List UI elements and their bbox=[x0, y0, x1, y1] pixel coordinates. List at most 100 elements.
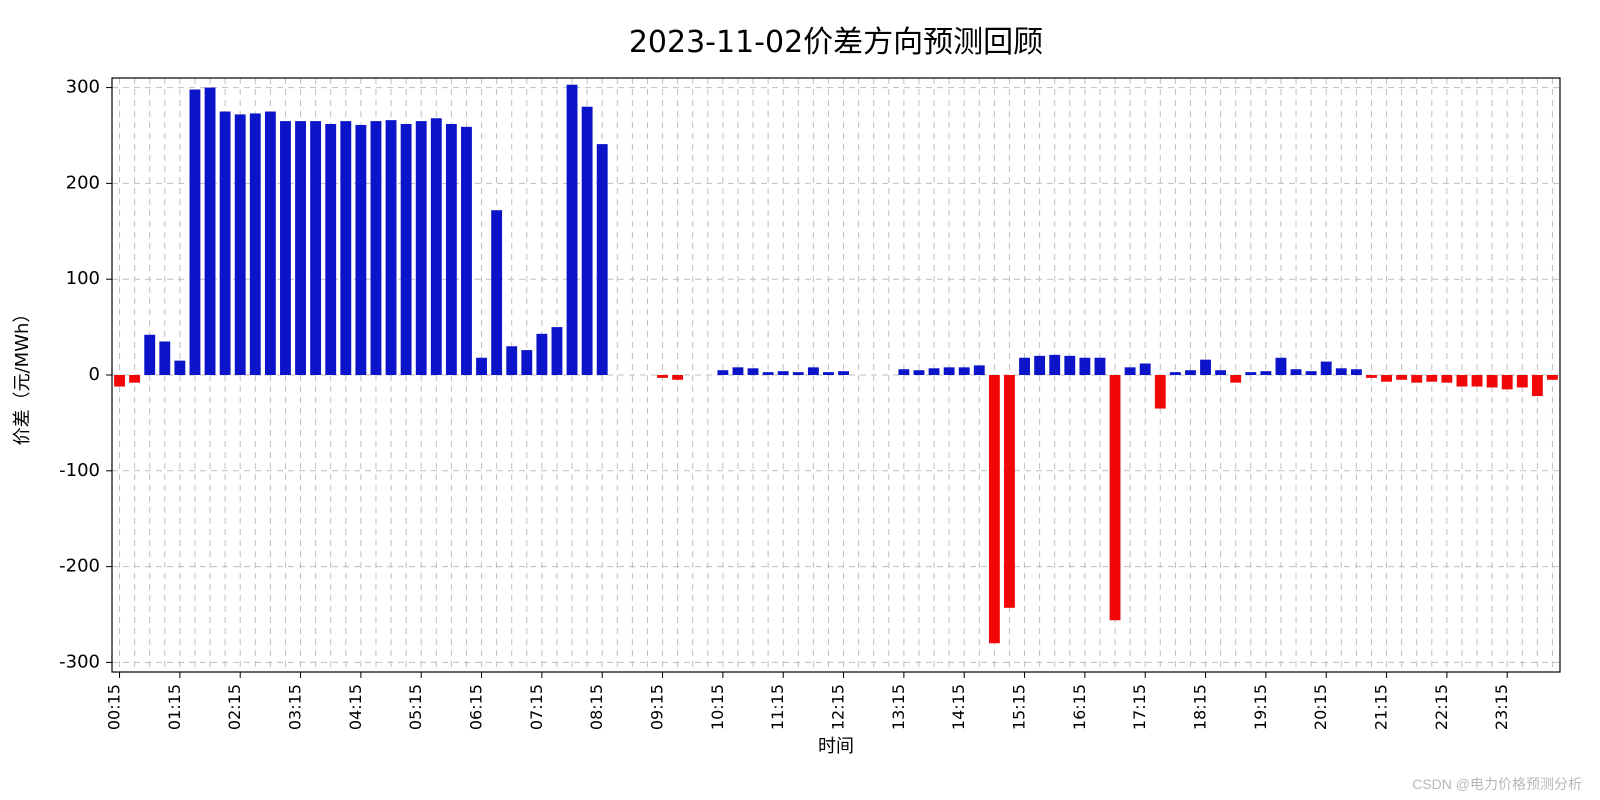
bar bbox=[733, 367, 744, 375]
bar bbox=[506, 346, 517, 375]
xtick-label: 11:15 bbox=[768, 684, 787, 730]
bar bbox=[959, 367, 970, 375]
xtick-label: 07:15 bbox=[527, 684, 546, 730]
bar bbox=[235, 114, 246, 375]
bar bbox=[325, 124, 336, 375]
bar bbox=[1457, 375, 1468, 387]
ytick-label: 300 bbox=[66, 77, 100, 98]
watermark-text: CSDN @电力价格预测分析 bbox=[1412, 774, 1582, 794]
bar bbox=[1276, 358, 1287, 375]
bar bbox=[431, 118, 442, 375]
bar bbox=[159, 341, 170, 375]
bar bbox=[898, 369, 909, 375]
bar bbox=[386, 120, 397, 375]
chart-container: -300-200-100010020030000:1501:1502:1503:… bbox=[0, 0, 1600, 800]
bar bbox=[1140, 364, 1151, 376]
xtick-label: 03:15 bbox=[286, 684, 305, 730]
bar bbox=[521, 350, 532, 375]
bar bbox=[371, 121, 382, 375]
bar bbox=[914, 370, 925, 375]
ytick-label: 100 bbox=[66, 268, 100, 289]
bar bbox=[1064, 356, 1075, 375]
bar bbox=[1291, 369, 1302, 375]
bar bbox=[1396, 375, 1407, 380]
bar bbox=[1441, 375, 1452, 383]
bar bbox=[536, 334, 547, 375]
xtick-label: 18:15 bbox=[1191, 684, 1210, 730]
xtick-label: 01:15 bbox=[165, 684, 184, 730]
bar bbox=[491, 210, 502, 375]
xtick-label: 22:15 bbox=[1432, 684, 1451, 730]
xtick-label: 06:15 bbox=[467, 684, 486, 730]
bar bbox=[748, 368, 759, 375]
bar bbox=[250, 113, 261, 375]
bar bbox=[220, 112, 231, 375]
bar bbox=[1411, 375, 1422, 383]
ytick-label: -300 bbox=[59, 651, 100, 672]
bar bbox=[1260, 371, 1271, 375]
bar bbox=[1185, 370, 1196, 375]
xtick-label: 00:15 bbox=[105, 684, 124, 730]
bar bbox=[461, 127, 472, 375]
x-axis-label: 时间 bbox=[818, 736, 854, 757]
bar bbox=[1170, 372, 1181, 375]
xtick-label: 15:15 bbox=[1010, 684, 1029, 730]
bar bbox=[657, 375, 668, 378]
bar bbox=[1049, 355, 1060, 375]
xtick-label: 23:15 bbox=[1492, 684, 1511, 730]
bar bbox=[1200, 360, 1211, 375]
bar bbox=[280, 121, 291, 375]
xtick-label: 20:15 bbox=[1311, 684, 1330, 730]
ytick-label: 200 bbox=[66, 172, 100, 193]
bar bbox=[1547, 375, 1558, 380]
ytick-label: -200 bbox=[59, 556, 100, 577]
bar bbox=[1381, 375, 1392, 382]
xtick-label: 17:15 bbox=[1130, 684, 1149, 730]
bar bbox=[1095, 358, 1106, 375]
bar bbox=[190, 90, 201, 376]
bar bbox=[1517, 375, 1528, 387]
bar bbox=[446, 124, 457, 375]
xtick-label: 16:15 bbox=[1070, 684, 1089, 730]
bar bbox=[174, 361, 185, 375]
bar bbox=[552, 327, 563, 375]
xtick-label: 02:15 bbox=[225, 684, 244, 730]
bar bbox=[567, 85, 578, 375]
bar bbox=[1155, 375, 1166, 409]
x-axis: 00:1501:1502:1503:1504:1505:1506:1507:15… bbox=[105, 672, 1512, 730]
bar bbox=[1351, 369, 1362, 375]
bar bbox=[823, 372, 834, 375]
bar bbox=[1110, 375, 1121, 620]
xtick-label: 19:15 bbox=[1251, 684, 1270, 730]
bar bbox=[597, 144, 608, 375]
bar bbox=[1532, 375, 1543, 396]
y-axis-label: 价差（元/MWh） bbox=[12, 305, 33, 446]
bar bbox=[340, 121, 351, 375]
bar bbox=[763, 372, 774, 375]
xtick-label: 12:15 bbox=[829, 684, 848, 730]
xtick-label: 13:15 bbox=[889, 684, 908, 730]
bar bbox=[205, 88, 216, 375]
xtick-label: 04:15 bbox=[346, 684, 365, 730]
xtick-label: 14:15 bbox=[949, 684, 968, 730]
xtick-label: 09:15 bbox=[648, 684, 667, 730]
bar bbox=[989, 375, 1000, 643]
bar bbox=[778, 371, 789, 375]
bar bbox=[144, 335, 155, 375]
bar bbox=[838, 371, 849, 375]
bar bbox=[1487, 375, 1498, 387]
bar bbox=[265, 112, 276, 375]
xtick-label: 08:15 bbox=[587, 684, 606, 730]
bar bbox=[1215, 370, 1226, 375]
y-axis: -300-200-1000100200300 bbox=[59, 77, 112, 673]
chart-title: 2023-11-02价差方向预测回顾 bbox=[629, 25, 1043, 60]
bar bbox=[401, 124, 412, 375]
bar bbox=[416, 121, 427, 375]
bar bbox=[355, 125, 366, 375]
bar bbox=[1245, 372, 1256, 375]
ytick-label: -100 bbox=[59, 460, 100, 481]
bar bbox=[1502, 375, 1513, 389]
bar bbox=[1079, 358, 1090, 375]
bar bbox=[1306, 371, 1317, 375]
bar bbox=[582, 107, 593, 375]
